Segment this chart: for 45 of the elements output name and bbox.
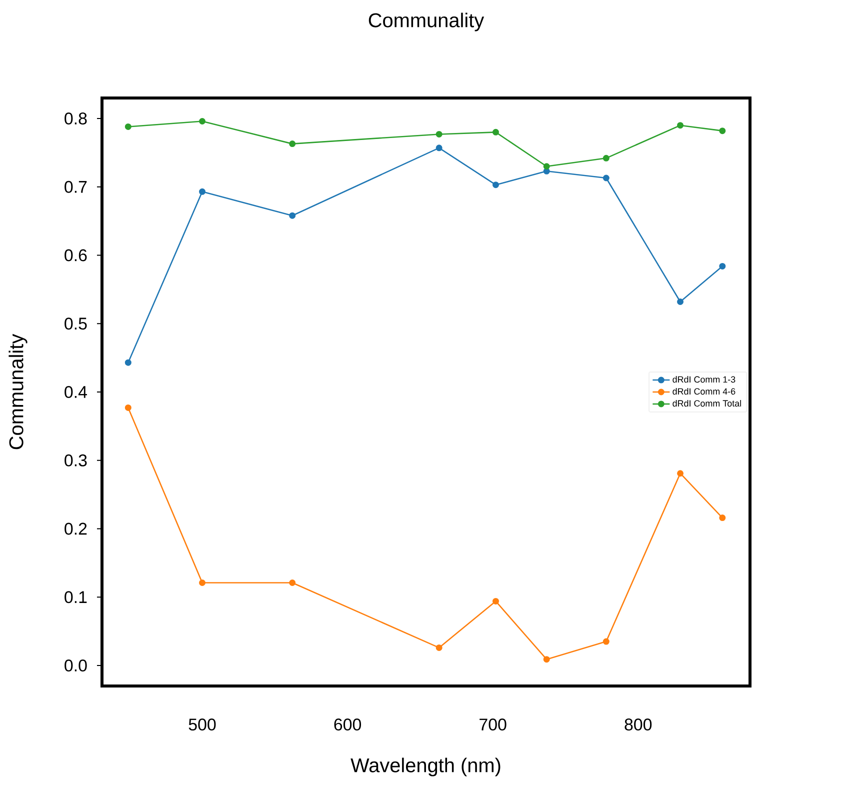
point: [602, 638, 610, 645]
x-tick-label: 600: [334, 718, 362, 731]
y-tick-label: 0.6: [64, 249, 87, 262]
point: [492, 182, 499, 188]
point: [543, 163, 550, 170]
y-tick-label: 0.4: [64, 386, 87, 398]
legend-label: dRdI Comm 4-6: [672, 388, 736, 395]
x-axis-title: Wavelength (nm): [350, 758, 500, 776]
point: [289, 140, 296, 148]
point: [677, 470, 684, 477]
y-tick-label: 0.0: [64, 659, 87, 672]
point: [124, 359, 132, 366]
point: [719, 262, 726, 270]
y-tick-label: 0.1: [64, 591, 87, 604]
point: [436, 644, 442, 651]
y-tick-label: 0.2: [64, 522, 87, 535]
point: [199, 188, 206, 195]
x-tick-label: 800: [624, 718, 652, 731]
y-axis-title: Communality: [8, 334, 28, 450]
point: [124, 123, 132, 130]
point: [677, 298, 684, 305]
point: [289, 580, 296, 586]
point: [719, 128, 726, 134]
point: [719, 514, 726, 522]
point: [436, 130, 442, 138]
chart-title: Communality: [368, 12, 484, 32]
x-tick-label: 700: [480, 718, 506, 731]
y-tick-label: 0.7: [64, 180, 87, 193]
point: [602, 154, 610, 162]
legend-label: dRdI Comm Total: [672, 400, 741, 407]
x-tick-label: 500: [188, 718, 216, 731]
point: [543, 656, 550, 663]
point: [677, 122, 684, 129]
y-tick-label: 0.3: [64, 454, 87, 466]
point: [199, 580, 206, 586]
y-tick-label: 0.5: [64, 318, 87, 330]
y-tick-label: 0.8: [64, 112, 87, 125]
point: [492, 128, 499, 136]
point: [492, 598, 499, 604]
point: [124, 404, 132, 411]
point: [289, 212, 296, 219]
point: [436, 144, 442, 152]
point: [602, 174, 610, 182]
legend-label: dRdI Comm 1-3: [672, 376, 736, 383]
point: [199, 118, 206, 124]
